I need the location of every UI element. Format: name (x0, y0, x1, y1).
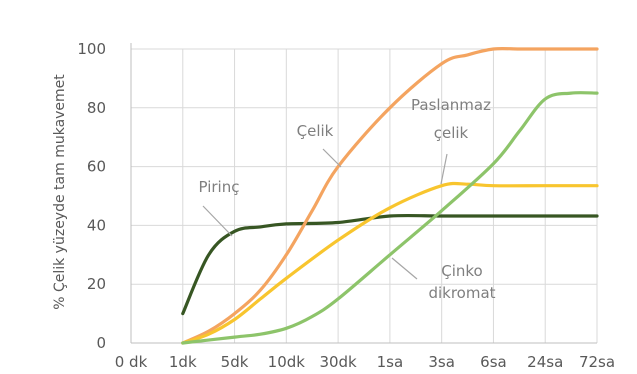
annotation-label: Paslanmaz (411, 96, 491, 114)
annotation-label-line2: çelik (434, 124, 469, 142)
series-lines (181, 46, 599, 345)
y-tick-label: 0 (96, 334, 106, 352)
y-tick-label: 60 (87, 158, 106, 176)
x-tick-label: 3sa (428, 353, 455, 371)
y-tick-label: 20 (87, 275, 106, 293)
tick-labels: 0 20 40 60 80 100 0 dk 1dk 5dk 10dk 30dk 1sa 3sa 6sa 2… (77, 40, 615, 371)
axes (130, 43, 597, 344)
y-axis-label: % Çelik yüzeyde tam mukavemet (52, 74, 68, 310)
y-tick-label: 100 (77, 40, 106, 58)
annotation-leader (322, 148, 342, 168)
series-line-2 (181, 46, 599, 345)
x-tick-label: 1sa (377, 353, 404, 371)
series-line-4 (181, 91, 599, 345)
annotation-label-line2: dikromat (428, 284, 495, 302)
x-tick-label: 6sa (480, 353, 507, 371)
annotation-label: Çinko (441, 262, 482, 280)
annotation-leader (391, 257, 418, 280)
y-tick-label: 80 (87, 99, 106, 117)
x-tick-label: 1dk (169, 353, 197, 371)
x-tick-label: 5dk (221, 353, 249, 371)
x-tick-label: 24sa (527, 353, 563, 371)
x-tick-label: 30dk (319, 353, 357, 371)
y-tick-label: 40 (87, 216, 106, 234)
series-line-1 (181, 213, 599, 316)
annotation-leader (440, 153, 448, 185)
annotation-label: Çelik (297, 122, 334, 140)
x-tick-label: 72sa (579, 353, 615, 371)
annotation-leader (202, 205, 233, 237)
x-tick-label: 10dk (268, 353, 306, 371)
x-tick-label: 0 dk (115, 353, 148, 371)
grid-lines (131, 48, 598, 343)
series-line-3 (181, 181, 599, 345)
annotations: Pirinç Çelik Paslanmaz çelik Çinko dikromat (199, 96, 496, 302)
annotation-label: Pirinç (199, 178, 240, 196)
